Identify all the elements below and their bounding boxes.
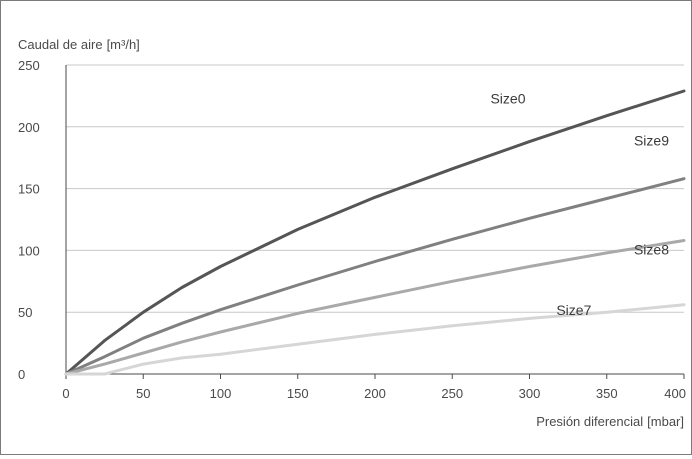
series-line-size9 — [64, 177, 686, 376]
x-tick-labels: 0 50 100 150 200 250 300 350 400 — [62, 386, 686, 401]
x-tick-label: 250 — [441, 386, 463, 401]
series-label-size7: Size7 — [556, 302, 591, 318]
y-tick-label: 250 — [18, 58, 40, 73]
x-tick-label: 0 — [62, 386, 69, 401]
series-label-size9: Size9 — [634, 133, 669, 149]
y-tick-label: 0 — [18, 367, 25, 382]
y-tick-label: 100 — [18, 243, 40, 258]
x-axis-title: Presión diferencial [mbar] — [536, 414, 684, 429]
x-tick-label: 100 — [210, 386, 232, 401]
y-tick-label: 150 — [18, 182, 40, 197]
y-axis-label: Caudal de aire — [18, 37, 103, 52]
y-axis-unit: [m³/h] — [107, 37, 140, 52]
x-tick-label: 50 — [136, 386, 150, 401]
y-axis-title: Caudal de aire [m³/h] — [18, 37, 140, 52]
gridlines — [66, 64, 684, 313]
x-tick-label: 300 — [519, 386, 541, 401]
series-lines — [64, 89, 686, 376]
x-tick-label: 150 — [287, 386, 309, 401]
x-tick-label: 400 — [664, 386, 686, 401]
series-line-size8 — [64, 239, 686, 376]
y-tick-labels: 0 50 100 150 200 250 — [18, 58, 40, 382]
y-tick-label: 200 — [18, 120, 40, 135]
x-tick-label: 200 — [364, 386, 386, 401]
axes — [65, 65, 685, 379]
y-tick-label: 50 — [18, 305, 32, 320]
series-label-size0: Size0 — [490, 91, 525, 107]
x-axis-unit: [mbar] — [647, 414, 684, 429]
series-labels: Size0 Size9 Size8 Size7 — [490, 91, 669, 318]
x-axis-label: Presión diferencial — [536, 414, 643, 429]
x-tick-label: 350 — [596, 386, 618, 401]
series-line-size0 — [64, 89, 686, 376]
series-label-size8: Size8 — [634, 242, 669, 258]
series-line-size7 — [64, 303, 686, 376]
